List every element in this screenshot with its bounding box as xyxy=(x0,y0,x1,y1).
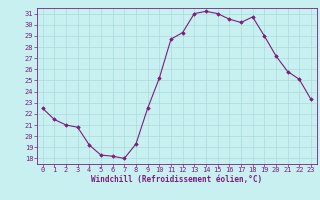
X-axis label: Windchill (Refroidissement éolien,°C): Windchill (Refroidissement éolien,°C) xyxy=(91,175,262,184)
